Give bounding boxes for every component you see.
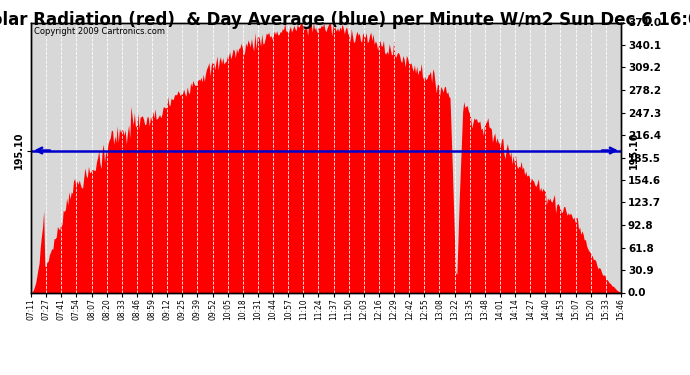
Text: Solar Radiation (red)  & Day Average (blue) per Minute W/m2 Sun Dec 6 16:01: Solar Radiation (red) & Day Average (blu… bbox=[0, 11, 690, 29]
Text: Copyright 2009 Cartronics.com: Copyright 2009 Cartronics.com bbox=[34, 27, 165, 36]
Text: 195.10: 195.10 bbox=[629, 132, 640, 169]
